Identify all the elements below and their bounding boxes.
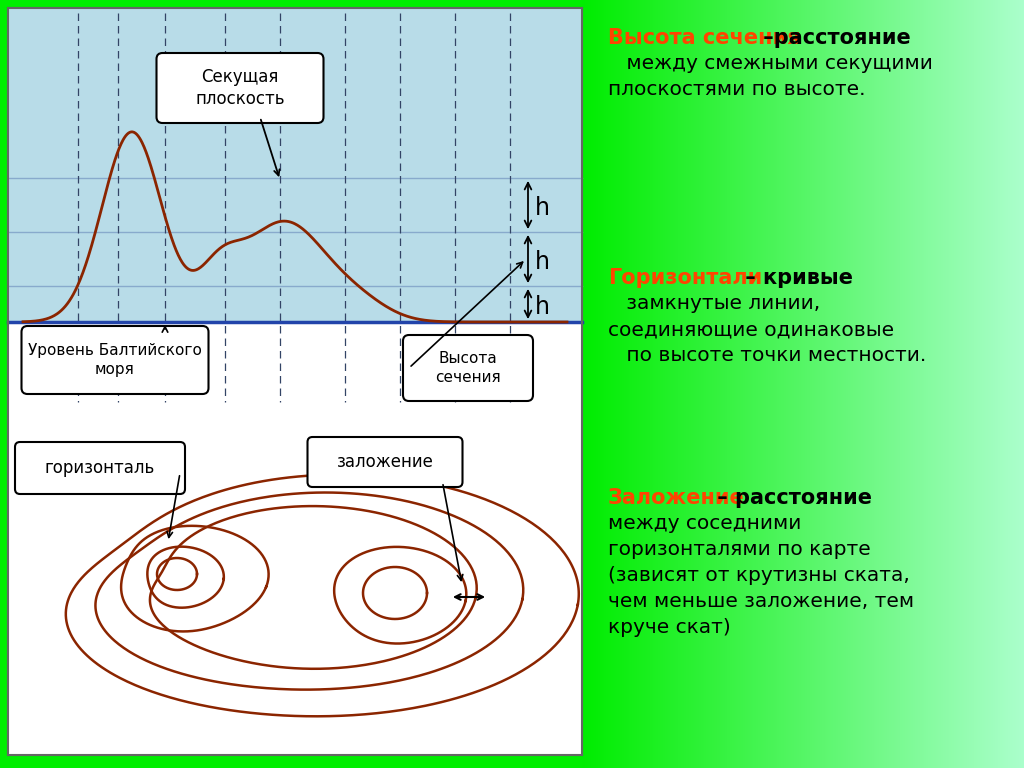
FancyBboxPatch shape: [15, 442, 185, 494]
Text: h: h: [535, 196, 550, 220]
Text: соединяющие одинаковые: соединяющие одинаковые: [608, 320, 894, 339]
Text: по высоте точки местности.: по высоте точки местности.: [620, 346, 927, 365]
Text: – расстояние: – расстояние: [710, 488, 872, 508]
Text: h: h: [535, 295, 550, 319]
Text: между соседними: между соседними: [608, 514, 802, 533]
Text: чем меньше заложение, тем: чем меньше заложение, тем: [608, 592, 914, 611]
Text: Секущая
плоскость: Секущая плоскость: [196, 68, 285, 108]
Text: Заложение: Заложение: [608, 488, 744, 508]
Text: круче скат): круче скат): [608, 618, 731, 637]
Text: Горизонтали: Горизонтали: [608, 268, 762, 288]
Text: Высота
сечения: Высота сечения: [435, 351, 501, 385]
Bar: [0, 0, 8, 768]
Text: Высота сечения: Высота сечения: [608, 28, 801, 48]
Bar: [8, 8, 582, 755]
Text: Уровень Балтийского
моря: Уровень Балтийского моря: [28, 343, 202, 377]
Text: горизонталь: горизонталь: [45, 459, 155, 477]
Text: горизонталями по карте: горизонталями по карте: [608, 540, 870, 559]
Bar: [8, 322, 582, 755]
FancyBboxPatch shape: [403, 335, 534, 401]
Bar: [8, 8, 582, 322]
Text: h: h: [535, 250, 550, 274]
Text: между смежными секущими: между смежными секущими: [620, 54, 933, 73]
Text: – кривые: – кривые: [738, 268, 853, 288]
Text: (зависят от крутизны ската,: (зависят от крутизны ската,: [608, 566, 910, 585]
Text: замкнутые линии,: замкнутые линии,: [620, 294, 820, 313]
FancyBboxPatch shape: [307, 437, 463, 487]
Text: заложение: заложение: [337, 453, 433, 471]
FancyBboxPatch shape: [157, 53, 324, 123]
Bar: [8, 8, 582, 755]
Text: –расстояние: –расстояние: [756, 28, 910, 48]
Text: плоскостями по высоте.: плоскостями по высоте.: [608, 80, 865, 99]
FancyBboxPatch shape: [22, 326, 209, 394]
Bar: [0, 755, 582, 768]
